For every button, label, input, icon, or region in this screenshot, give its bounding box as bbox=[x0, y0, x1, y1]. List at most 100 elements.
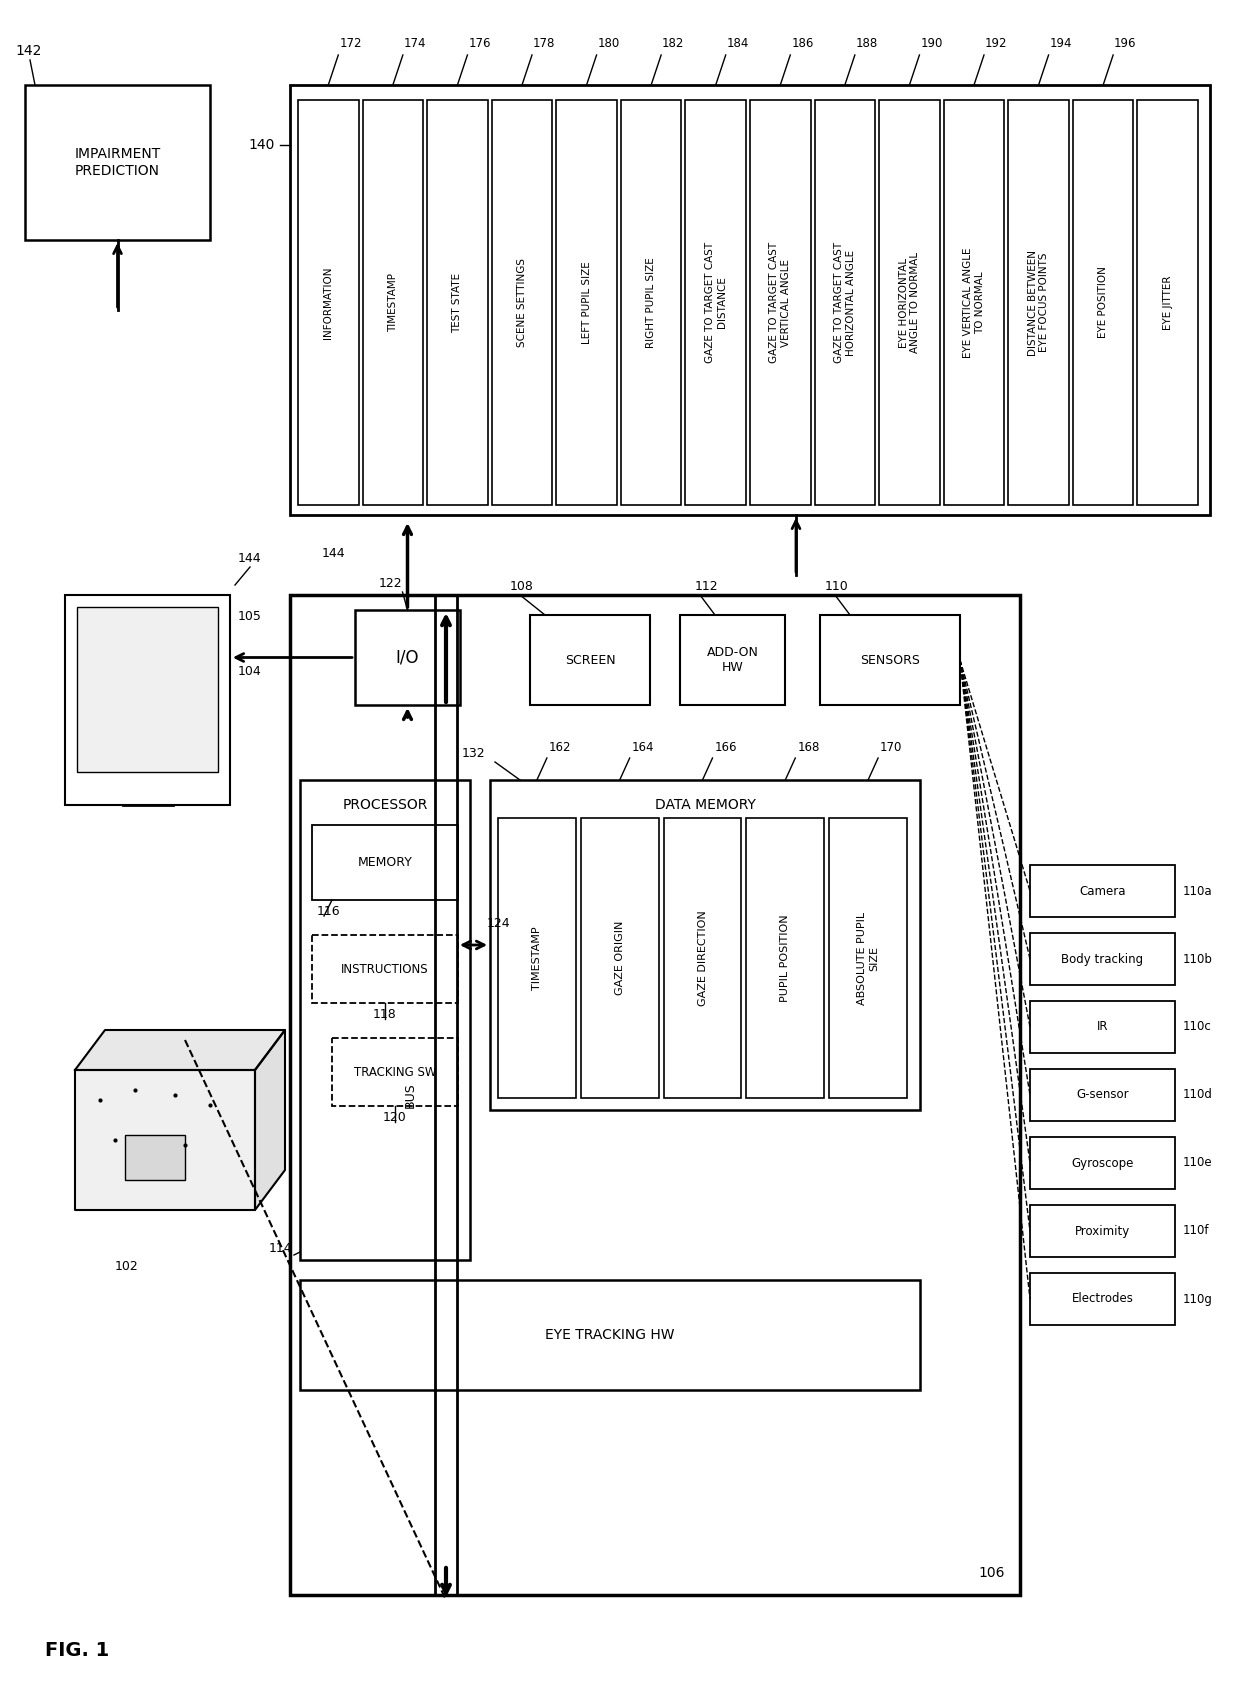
Bar bbox=[300, 779, 470, 1260]
Text: 174: 174 bbox=[404, 37, 427, 51]
Text: 144: 144 bbox=[321, 547, 345, 560]
Text: Electrodes: Electrodes bbox=[1071, 1292, 1133, 1306]
Text: ADD-ON
HW: ADD-ON HW bbox=[707, 646, 759, 675]
Text: GAZE TO TARGET CAST
DISTANCE: GAZE TO TARGET CAST DISTANCE bbox=[704, 241, 727, 363]
Bar bbox=[355, 611, 460, 705]
Bar bbox=[680, 616, 785, 705]
Text: 108: 108 bbox=[510, 580, 534, 594]
Bar bbox=[815, 100, 875, 504]
Bar bbox=[820, 616, 960, 705]
Bar bbox=[580, 818, 658, 1098]
Text: SENSORS: SENSORS bbox=[861, 653, 920, 666]
Text: 184: 184 bbox=[727, 37, 749, 51]
Text: 104: 104 bbox=[238, 665, 262, 678]
Text: 105: 105 bbox=[238, 611, 262, 623]
Text: 118: 118 bbox=[373, 1009, 397, 1021]
Text: 132: 132 bbox=[461, 747, 485, 761]
Bar bbox=[879, 100, 940, 504]
Bar bbox=[312, 825, 458, 899]
Text: 140: 140 bbox=[249, 138, 275, 152]
Text: 172: 172 bbox=[340, 37, 362, 51]
Bar bbox=[64, 596, 229, 805]
Text: 178: 178 bbox=[533, 37, 556, 51]
Bar bbox=[621, 100, 682, 504]
Polygon shape bbox=[74, 1031, 285, 1070]
Text: 190: 190 bbox=[920, 37, 942, 51]
Text: 188: 188 bbox=[856, 37, 878, 51]
Text: 168: 168 bbox=[797, 741, 820, 754]
Text: TEST STATE: TEST STATE bbox=[453, 272, 463, 332]
Text: 110f: 110f bbox=[1183, 1225, 1209, 1238]
Text: 112: 112 bbox=[694, 580, 719, 594]
Text: 192: 192 bbox=[985, 37, 1007, 51]
Text: 110e: 110e bbox=[1183, 1157, 1213, 1169]
Text: 162: 162 bbox=[549, 741, 572, 754]
Text: EYE JITTER: EYE JITTER bbox=[1163, 275, 1173, 329]
Bar bbox=[298, 100, 358, 504]
Bar bbox=[1137, 100, 1198, 504]
Bar bbox=[492, 100, 552, 504]
Text: LEFT PUPIL SIZE: LEFT PUPIL SIZE bbox=[582, 261, 591, 344]
Text: ABSOLUTE PUPIL
SIZE: ABSOLUTE PUPIL SIZE bbox=[857, 911, 879, 1004]
Bar bbox=[557, 100, 616, 504]
Text: Gyroscope: Gyroscope bbox=[1071, 1157, 1133, 1169]
Text: 122: 122 bbox=[379, 577, 403, 590]
Polygon shape bbox=[255, 1031, 285, 1210]
Text: 124: 124 bbox=[487, 918, 511, 930]
Text: 142: 142 bbox=[15, 44, 41, 57]
Text: GAZE TO TARGET CAST
VERTICAL ANGLE: GAZE TO TARGET CAST VERTICAL ANGLE bbox=[770, 241, 791, 363]
Text: FIG. 1: FIG. 1 bbox=[45, 1640, 109, 1660]
Text: 110: 110 bbox=[825, 580, 848, 594]
Text: DATA MEMORY: DATA MEMORY bbox=[655, 798, 755, 811]
Text: PROCESSOR: PROCESSOR bbox=[342, 798, 428, 811]
Bar bbox=[1030, 1137, 1176, 1189]
Text: Camera: Camera bbox=[1079, 884, 1126, 897]
Bar bbox=[686, 100, 746, 504]
Text: I/O: I/O bbox=[396, 648, 419, 666]
Text: BUS: BUS bbox=[403, 1081, 417, 1108]
Text: 180: 180 bbox=[598, 37, 620, 51]
Bar bbox=[290, 84, 1210, 515]
Text: EYE VERTICAL ANGLE
TO NORMAL: EYE VERTICAL ANGLE TO NORMAL bbox=[963, 248, 985, 358]
Text: 110a: 110a bbox=[1183, 884, 1213, 897]
Text: 120: 120 bbox=[383, 1112, 407, 1124]
Text: SCREEN: SCREEN bbox=[564, 653, 615, 666]
Text: EYE POSITION: EYE POSITION bbox=[1099, 267, 1109, 339]
Text: 182: 182 bbox=[662, 37, 684, 51]
Text: EYE TRACKING HW: EYE TRACKING HW bbox=[546, 1328, 675, 1341]
Polygon shape bbox=[74, 1070, 255, 1210]
Text: 186: 186 bbox=[791, 37, 813, 51]
Text: 166: 166 bbox=[714, 741, 737, 754]
Bar bbox=[746, 818, 825, 1098]
Bar bbox=[750, 100, 811, 504]
Text: INSTRUCTIONS: INSTRUCTIONS bbox=[341, 963, 429, 975]
Bar bbox=[1030, 1205, 1176, 1257]
Text: 114: 114 bbox=[268, 1242, 291, 1255]
Bar bbox=[490, 779, 920, 1110]
Text: Proximity: Proximity bbox=[1075, 1225, 1130, 1238]
Bar bbox=[25, 84, 210, 240]
Text: TIMESTAMP: TIMESTAMP bbox=[532, 926, 542, 990]
Text: 110d: 110d bbox=[1183, 1088, 1213, 1102]
Text: 110g: 110g bbox=[1183, 1292, 1213, 1306]
Bar bbox=[1008, 100, 1069, 504]
Bar bbox=[1030, 933, 1176, 985]
Bar bbox=[290, 596, 1021, 1594]
Text: SCENE SETTINGS: SCENE SETTINGS bbox=[517, 258, 527, 348]
Bar bbox=[312, 935, 458, 1004]
Text: 194: 194 bbox=[1049, 37, 1073, 51]
Bar bbox=[1073, 100, 1133, 504]
Bar bbox=[1030, 865, 1176, 918]
Bar bbox=[1030, 1070, 1176, 1120]
Bar bbox=[663, 818, 742, 1098]
Bar bbox=[1030, 1000, 1176, 1053]
Bar bbox=[125, 1135, 185, 1179]
Text: 110b: 110b bbox=[1183, 953, 1213, 965]
Text: GAZE TO TARGET CAST
HORIZONTAL ANGLE: GAZE TO TARGET CAST HORIZONTAL ANGLE bbox=[835, 241, 856, 363]
Bar bbox=[944, 100, 1004, 504]
Bar bbox=[529, 616, 650, 705]
Text: 196: 196 bbox=[1115, 37, 1137, 51]
Text: PUPIL POSITION: PUPIL POSITION bbox=[780, 914, 790, 1002]
Text: DISTANCE BETWEEN
EYE FOCUS POINTS: DISTANCE BETWEEN EYE FOCUS POINTS bbox=[1028, 250, 1049, 356]
Text: IR: IR bbox=[1096, 1021, 1109, 1034]
